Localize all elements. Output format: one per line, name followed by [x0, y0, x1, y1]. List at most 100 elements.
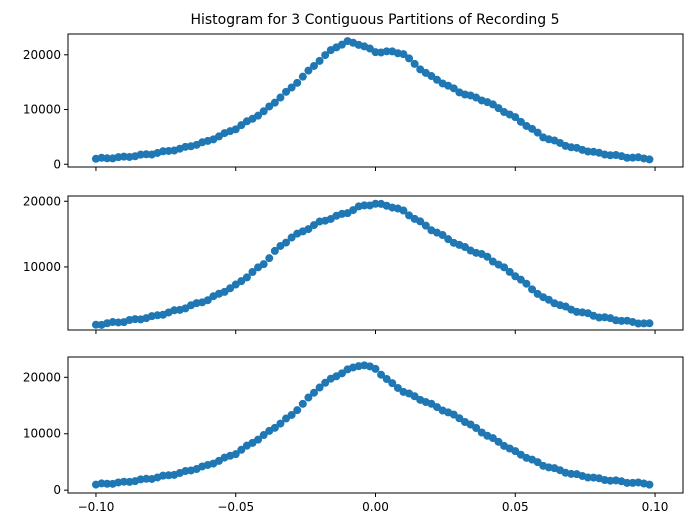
data-point [522, 279, 531, 288]
data-point [382, 47, 391, 56]
data-point [639, 319, 648, 328]
data-point [405, 54, 414, 63]
data-point [231, 125, 240, 134]
data-point [237, 121, 246, 130]
data-point [254, 111, 263, 120]
data-point [282, 87, 291, 96]
x-tick-label: 0.10 [642, 500, 669, 514]
subplots: 0 10000 20000 10000 20000 0 10000 20000 −0.10 −0.… [23, 33, 684, 514]
data-point [270, 423, 279, 432]
data-point [203, 296, 212, 305]
data-point [483, 252, 492, 261]
data-point [399, 206, 408, 215]
data-point [377, 370, 386, 379]
data-point [321, 51, 330, 60]
y-tick-label: 10000 [23, 427, 61, 441]
data-point [310, 61, 318, 70]
data-point [142, 474, 151, 483]
y-tick-label: 10000 [23, 260, 61, 274]
data-point [103, 154, 112, 163]
data-point [287, 83, 296, 92]
data-point [393, 383, 402, 392]
data-point [270, 246, 279, 255]
data-point [606, 151, 615, 160]
data-point [371, 199, 380, 208]
data-point [528, 285, 537, 294]
data-point [298, 72, 307, 81]
data-point [242, 273, 251, 282]
data-point [388, 379, 397, 388]
x-tick-label: −0.10 [78, 500, 115, 514]
data-point [410, 59, 419, 68]
data-point [583, 473, 592, 482]
data-point [315, 383, 324, 392]
y-tick-label: 20000 [23, 48, 61, 62]
data-point [505, 267, 514, 276]
data-point [382, 375, 391, 383]
data-point [91, 320, 100, 329]
data-point [438, 231, 447, 240]
data-point [298, 399, 307, 408]
data-point [645, 155, 654, 164]
x-tick-label: 0.05 [502, 500, 529, 514]
data-point [304, 225, 313, 234]
data-point [270, 98, 279, 107]
data-point [449, 84, 458, 93]
data-point [421, 221, 430, 230]
axes-frame [67, 195, 684, 331]
data-point [293, 78, 302, 87]
y-tick-label: 20000 [23, 370, 61, 384]
data-point [500, 263, 509, 272]
data-point [617, 316, 626, 325]
data-point [315, 56, 324, 65]
data-point [488, 434, 497, 443]
data-point [276, 93, 285, 102]
data-point [248, 268, 257, 276]
data-point [321, 378, 330, 387]
data-point [310, 388, 318, 397]
chart-title: Histogram for 3 Contiguous Partitions of… [190, 12, 559, 28]
data-point [231, 450, 240, 459]
data-point [287, 410, 296, 419]
data-point [304, 66, 313, 75]
data-point [254, 435, 263, 444]
data-point [645, 480, 654, 489]
data-point [119, 477, 128, 486]
data-point [472, 423, 481, 432]
axes-frame [67, 356, 684, 494]
data-points [91, 37, 654, 164]
data-point [533, 128, 542, 137]
subplot-2: 10000 20000 [23, 194, 684, 334]
data-point [494, 437, 503, 446]
data-point [516, 275, 525, 284]
data-point [645, 319, 654, 328]
y-tick-label: 10000 [23, 103, 61, 117]
data-point [259, 260, 268, 269]
data-point [265, 102, 274, 111]
data-point [237, 445, 246, 454]
data-point [516, 117, 525, 126]
data-point [293, 406, 302, 415]
data-point [416, 217, 425, 226]
data-points [91, 361, 654, 489]
data-point [494, 104, 503, 113]
data-point [337, 369, 346, 378]
data-point [304, 393, 313, 402]
data-point [511, 113, 520, 122]
data-point [282, 238, 291, 247]
data-point [287, 233, 296, 242]
data-points [91, 199, 654, 329]
data-point [399, 50, 408, 59]
data-point [371, 364, 380, 373]
subplot-1: 0 10000 20000 [23, 33, 684, 171]
data-point [265, 254, 274, 263]
subplot-3: 0 10000 20000 −0.10 −0.05 0.00 0.05 0.10 [23, 356, 684, 514]
data-point [360, 201, 369, 210]
y-tick-label: 20000 [23, 194, 61, 208]
data-point [634, 319, 643, 328]
y-tick-label: 0 [53, 483, 61, 497]
data-point [276, 419, 285, 428]
data-point [259, 431, 268, 440]
data-point [103, 479, 112, 488]
